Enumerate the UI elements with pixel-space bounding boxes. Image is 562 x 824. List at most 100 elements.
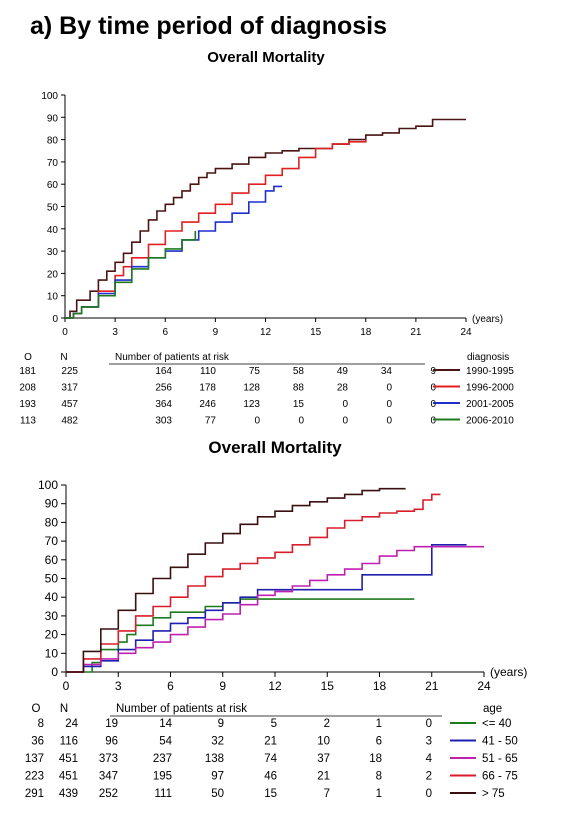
y-tick-label: 10 bbox=[47, 292, 59, 303]
risk-cell: 110 bbox=[200, 366, 216, 377]
x-tick-label: 6 bbox=[162, 327, 168, 338]
risk-cell: 0 bbox=[386, 383, 392, 394]
y-tick-label: 0 bbox=[52, 314, 58, 325]
risk-cell: 21 bbox=[264, 736, 277, 748]
x-tick-label: 9 bbox=[219, 679, 226, 693]
risk-cell: 28 bbox=[337, 383, 349, 394]
x-tick-label: 15 bbox=[310, 327, 322, 338]
risk-cell: 178 bbox=[199, 383, 216, 394]
x-tick-label: 12 bbox=[268, 679, 282, 693]
y-tick-label: 90 bbox=[45, 497, 59, 511]
y-tick-label: 40 bbox=[47, 225, 59, 236]
y-tick-label: 20 bbox=[45, 628, 59, 642]
legend-label-2: 2001-2005 bbox=[466, 399, 514, 410]
risk-row-o: 208 bbox=[19, 383, 36, 394]
risk-cell: 123 bbox=[243, 399, 260, 410]
risk-cell: 246 bbox=[199, 399, 216, 410]
risk-header-n: N bbox=[60, 703, 68, 715]
y-tick-label: 0 bbox=[51, 665, 58, 679]
x-tick-label: 24 bbox=[460, 327, 472, 338]
risk-row-n: 482 bbox=[61, 416, 78, 427]
risk-cell: 19 bbox=[105, 718, 118, 730]
x-tick-label: 24 bbox=[477, 679, 491, 693]
risk-cell: 21 bbox=[317, 771, 330, 783]
risk-cell: 111 bbox=[155, 788, 172, 800]
y-tick-label: 60 bbox=[47, 180, 59, 191]
risk-cell: 303 bbox=[155, 416, 172, 427]
risk-cell: 58 bbox=[293, 366, 305, 377]
y-tick-label: 20 bbox=[47, 269, 59, 280]
risk-row-n: 225 bbox=[61, 366, 78, 377]
x-tick-label: 9 bbox=[213, 327, 219, 338]
series-line-2 bbox=[66, 545, 484, 673]
series-line-3 bbox=[65, 231, 197, 319]
x-tick-label: 0 bbox=[63, 679, 70, 693]
y-tick-label: 30 bbox=[47, 247, 59, 258]
risk-cell: 9 bbox=[218, 718, 224, 730]
series-line-1 bbox=[65, 139, 367, 319]
x-tick-label: 21 bbox=[410, 327, 422, 338]
risk-row-o: 8 bbox=[38, 718, 44, 730]
risk-table-label: Number of patients at risk bbox=[115, 352, 230, 363]
legend-title: age bbox=[483, 703, 502, 715]
y-tick-label: 100 bbox=[38, 478, 58, 492]
chart-age: Overall Mortality01020304050607080901000… bbox=[25, 438, 528, 800]
series-line-3 bbox=[66, 493, 441, 673]
risk-row-n: 116 bbox=[60, 736, 78, 748]
series-line-0 bbox=[65, 118, 466, 319]
chart-title: Overall Mortality bbox=[207, 49, 325, 66]
chart-title: Overall Mortality bbox=[208, 438, 342, 457]
y-tick-label: 100 bbox=[41, 91, 58, 102]
x-tick-label: 15 bbox=[321, 679, 335, 693]
risk-row-n: 439 bbox=[59, 788, 78, 800]
risk-cell: 0 bbox=[430, 383, 436, 394]
risk-cell: 37 bbox=[317, 753, 330, 765]
risk-cell: 0 bbox=[426, 718, 432, 730]
risk-row-n: 457 bbox=[61, 399, 78, 410]
y-tick-label: 80 bbox=[45, 515, 59, 529]
risk-cell: 18 bbox=[369, 753, 382, 765]
risk-cell: 364 bbox=[155, 399, 172, 410]
y-tick-label: 80 bbox=[47, 136, 59, 147]
risk-cell: 88 bbox=[293, 383, 305, 394]
risk-cell: 195 bbox=[153, 771, 172, 783]
risk-cell: 77 bbox=[205, 416, 217, 427]
risk-row-n: 24 bbox=[65, 718, 78, 730]
risk-cell: 14 bbox=[159, 718, 172, 730]
risk-cell: 0 bbox=[254, 416, 260, 427]
risk-row-o: 181 bbox=[19, 366, 36, 377]
chart-time-period: Overall Mortality01020304050607080901000… bbox=[19, 49, 514, 427]
risk-cell: 0 bbox=[430, 399, 436, 410]
risk-row-n: 317 bbox=[61, 383, 78, 394]
risk-row-n: 451 bbox=[59, 771, 78, 783]
risk-row-o: 36 bbox=[31, 736, 44, 748]
risk-header-o: O bbox=[32, 703, 41, 715]
x-tick-label: 6 bbox=[167, 679, 174, 693]
risk-cell: 50 bbox=[211, 788, 224, 800]
risk-cell: 0 bbox=[430, 416, 436, 427]
risk-row-o: 193 bbox=[19, 399, 36, 410]
risk-cell: 10 bbox=[317, 736, 330, 748]
risk-cell: 252 bbox=[99, 788, 118, 800]
risk-header-o: O bbox=[24, 352, 32, 363]
x-tick-label: 12 bbox=[260, 327, 272, 338]
x-tick-label: 3 bbox=[112, 327, 118, 338]
risk-table-label: Number of patients at risk bbox=[116, 703, 247, 715]
risk-row-o: 223 bbox=[25, 771, 44, 783]
risk-row-o: 113 bbox=[20, 416, 36, 427]
risk-cell: 1 bbox=[376, 788, 382, 800]
risk-cell: 75 bbox=[249, 366, 261, 377]
risk-cell: 97 bbox=[211, 771, 224, 783]
legend-label-4: > 75 bbox=[482, 788, 505, 800]
risk-cell: 347 bbox=[99, 771, 118, 783]
risk-cell: 1 bbox=[376, 718, 382, 730]
risk-header-n: N bbox=[60, 352, 67, 363]
risk-cell: 15 bbox=[264, 788, 277, 800]
x-tick-label: 0 bbox=[62, 327, 68, 338]
legend-label-1: 41 - 50 bbox=[482, 736, 518, 748]
risk-cell: 0 bbox=[386, 416, 392, 427]
risk-cell: 96 bbox=[105, 736, 118, 748]
risk-cell: 8 bbox=[376, 771, 382, 783]
y-tick-label: 10 bbox=[45, 646, 59, 660]
